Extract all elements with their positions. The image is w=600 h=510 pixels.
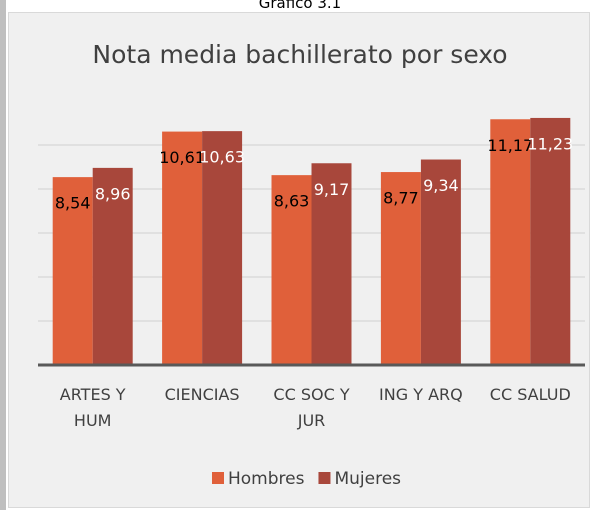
data-label: 8,54	[55, 194, 91, 213]
data-label: 10,61	[159, 148, 205, 167]
bar	[52, 177, 93, 365]
bar	[92, 167, 133, 365]
bar	[311, 163, 352, 365]
data-label: 8,77	[383, 189, 419, 208]
legend-label: Hombres	[228, 469, 305, 489]
data-label: 9,17	[314, 180, 350, 199]
chart-title: Nota media bachillerato por sexo	[92, 40, 507, 69]
bar	[380, 172, 421, 365]
data-label: 11,17	[487, 136, 533, 155]
bar	[490, 119, 531, 365]
legend-swatch	[318, 472, 331, 484]
side-stripe	[0, 0, 6, 510]
bar	[271, 175, 312, 365]
x-tick-label: CIENCIAS	[164, 385, 240, 404]
bar	[420, 159, 461, 365]
bar	[202, 131, 243, 365]
bar	[530, 117, 571, 365]
legend-swatch	[212, 472, 224, 484]
x-tick-label: ING Y ARQ	[379, 385, 463, 404]
data-label: 8,63	[274, 192, 310, 211]
x-tick-label: CC SALUD	[489, 385, 571, 404]
x-tick-label: CC SOC Y JUR	[273, 385, 350, 430]
legend-label: Mujeres	[334, 469, 401, 489]
x-tick-label: ARTES Y HUM	[59, 385, 126, 430]
data-label: 11,23	[527, 134, 573, 153]
data-label: 10,63	[199, 148, 245, 167]
data-label: 9,34	[423, 176, 459, 195]
data-label: 8,96	[95, 184, 131, 203]
caption: Gráfico 3.1	[258, 0, 342, 12]
bar	[162, 131, 203, 365]
